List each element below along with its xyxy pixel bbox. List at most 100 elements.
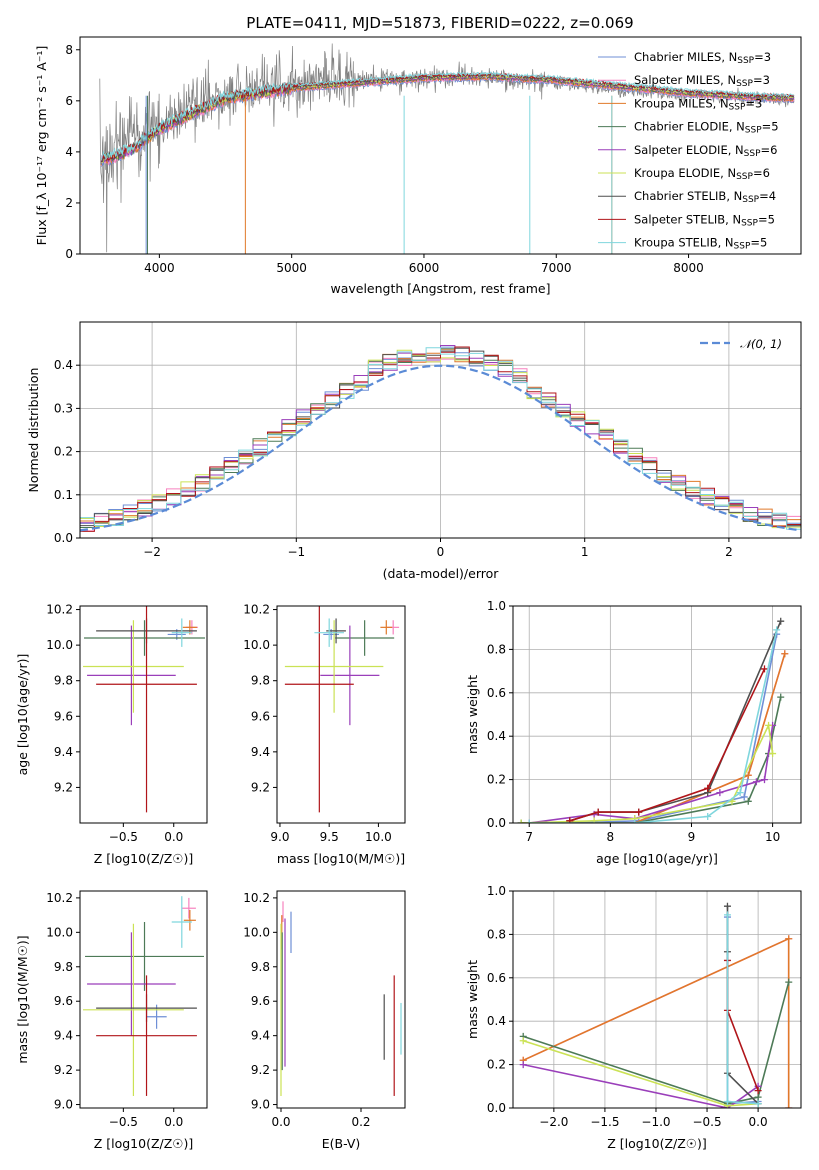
age_vs_mass-panel: 9.0 9.5 10.0 9.2 9.4 9.6 9.8 10.0 10.2 mass [log1… [243,603,406,866]
axes-frame [512,605,802,824]
residuals-panel: −2 −1 0 1 2 0.0 0.1 0.2 0.3 0.4 (data-model)/error… [26,321,802,581]
residual-histogram [80,347,801,530]
y-tick-label: 0.6 [487,971,506,985]
axes-frame [512,890,802,1109]
plus-marker [754,1100,762,1108]
x-tick-label: −0.5 [109,830,138,844]
x-tick-label: 5000 [276,261,307,275]
x-tick-label: −2 [143,545,161,559]
y-axis-label: mass weight [465,675,480,754]
x-tick-label: −0.5 [692,1115,721,1129]
errorbar-point [171,618,192,647]
x-tick-label: 2 [725,545,733,559]
mass-weight-line [726,914,759,1105]
y-tick-label: 9.8 [251,674,270,688]
massweight_vs_age-panel: 7 8 9 10 0.0 0.2 0.4 0.6 0.8 1.0 age [log10(age/yr… [465,599,802,866]
x-tick-label: 4000 [144,261,175,275]
mass-weight-line [522,1039,759,1107]
age_vs_mass-plot-area [284,606,400,813]
plus-marker [754,1093,762,1101]
y-tick-label: 9.2 [251,1063,270,1077]
y-axis-label: mass [log10(M/M☉)] [15,935,30,1063]
y-axis-label: mass weight [465,960,480,1039]
age_vs_Z-plot-area [83,606,205,813]
x-axis-label: age [log10(age/yr)] [596,851,718,866]
legend: Chabrier MILES, NSSP=3 Salpeter MILES, NS… [598,50,779,251]
y-tick-label: 9.4 [54,1029,73,1043]
legend-entry: Chabrier ELODIE, NSSP=5 [634,120,779,136]
y-tick-label: 9.6 [251,709,270,723]
y-tick-label: 8 [65,43,73,57]
x-axis-label: mass [log10(M/M☉)] [277,851,405,866]
plus-marker [519,1061,527,1069]
y-tick-label: 10.0 [243,925,270,939]
plus-marker [773,626,781,634]
errorbar-point [171,896,192,948]
errorbar-point [96,975,197,1096]
plus-marker [760,665,768,673]
y-tick-label: 0.3 [54,401,73,415]
x-tick-label: −2.0 [539,1115,568,1129]
y-tick-label: 1.0 [487,599,506,613]
y-tick-label: 0.0 [54,531,73,545]
axes-frame [79,605,208,824]
y-tick-label: 10.0 [46,925,73,939]
y-tick-label: 9.8 [251,960,270,974]
x-tick-label: 0 [437,545,445,559]
plus-marker [744,771,752,779]
x-axis-label: Z [log10(Z/Z☉)] [607,1136,707,1151]
y-axis-label: age [log10(age/yr)] [15,654,30,776]
plus-marker [723,911,731,919]
plus-marker [517,819,525,823]
axes-frame [276,890,406,1109]
legend-entry: Salpeter ELODIE, NSSP=6 [634,143,777,159]
y-tick-label: 9.2 [54,780,73,794]
x-tick-label: 8 [607,830,615,844]
x-tick-label: 10 [765,830,780,844]
mass-weight-line [521,722,774,823]
y-tick-label: 0.1 [54,488,73,502]
plus-marker [590,817,598,823]
plus-marker [744,797,752,805]
y-tick-label: 6 [65,94,73,108]
errorbar-point [84,620,205,656]
plus-marker [785,978,793,986]
x-axis-label: wavelength [Angstrom, rest frame] [330,281,550,296]
y-tick-label: 10.2 [243,891,270,905]
plus-marker [635,808,643,816]
plus-marker [723,902,731,910]
y-tick-label: 10.2 [46,603,73,617]
x-tick-label: 0.0 [164,1115,183,1129]
plus-marker [769,750,777,758]
y-tick-label: 9.8 [54,960,73,974]
plus-marker [754,1087,762,1095]
axes-frame [276,605,406,824]
y-axis-label: Flux [f_λ 10⁻¹⁷ erg cm⁻² s⁻¹ A⁻¹] [34,46,49,246]
plus-marker [760,776,768,784]
y-tick-label: 10.0 [243,638,270,652]
y-tick-label: 9.2 [54,1063,73,1077]
massweight_vs_age-plot-area [517,617,789,823]
plus-marker [752,778,760,786]
plus-marker [566,817,574,823]
y-tick-label: 0 [65,247,73,261]
y-tick-label: 9.4 [54,745,73,759]
plus-marker [594,808,602,816]
mass-weight-line [569,620,782,822]
axes-frame [79,890,208,1109]
x-tick-label: −1.5 [590,1115,619,1129]
errorbar-point [85,922,204,991]
x-tick-label: −0.5 [109,1115,138,1129]
mass-weight-line [726,906,759,1105]
x-tick-label: 9 [688,830,696,844]
y-tick-label: 0.0 [487,1101,506,1115]
x-tick-label: 8000 [673,261,704,275]
plus-marker [765,721,773,729]
x-tick-label: 10.0 [365,830,392,844]
plus-marker [777,617,785,625]
axes-frame [79,321,802,539]
y-tick-label: 0.2 [487,1058,506,1072]
legend-entry: Kroupa ELODIE, NSSP=6 [634,166,770,182]
legend-entry: Chabrier MILES, NSSP=3 [634,50,771,66]
